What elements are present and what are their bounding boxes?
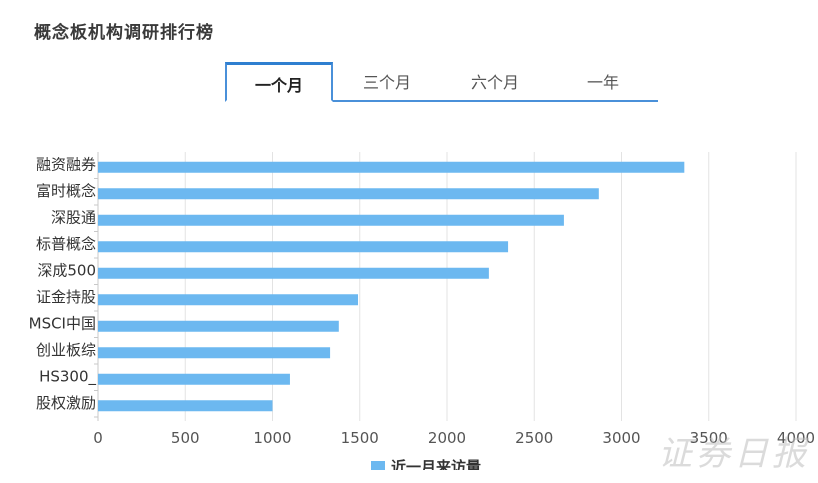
bar [98,241,509,253]
x-tick-label: 3000 [602,429,640,447]
tab-one-year[interactable]: 一年 [586,73,619,92]
x-tick-label: 1500 [341,429,379,447]
x-tick-label: 3500 [690,429,728,447]
category-label: MSCI中国 [29,314,96,332]
tab-six-months[interactable]: 六个月 [470,73,519,92]
bar [98,161,685,173]
category-label: 融资融券 [36,155,96,173]
bar [98,188,599,200]
x-tick-label: 2000 [428,429,466,447]
bar [98,267,489,279]
x-tick-label: 1000 [253,429,291,447]
bar-chart: 0 500 1000 1500 2000 2500 3000 3500 4000 融资融券富时概念… [29,152,815,470]
x-tick-label: 4000 [777,429,815,447]
bar [98,400,273,412]
category-label: 深成500 [37,261,96,279]
tab-one-month[interactable]: 一个月 [225,62,333,102]
bar [98,214,564,226]
bar [98,347,331,359]
category-label: 标普概念 [36,235,96,253]
bar [98,320,339,332]
category-label: 富时概念 [36,182,96,200]
bar [98,373,290,385]
category-label: 证金持股 [36,288,96,306]
x-tick-label: 500 [171,429,200,447]
watermark-logo: 证券日报 [658,434,810,474]
legend-swatch [371,461,385,470]
category-label: 创业板综 [36,341,96,359]
bar [98,294,359,306]
period-tabs: 一个月 三个月 六个月 一年 [225,62,658,102]
tab-three-months[interactable]: 三个月 [362,73,411,92]
legend-label: 近一月来访量 [391,458,481,470]
category-label: 股权激励 [36,394,96,412]
category-label: HS300_ [39,367,96,386]
x-tick-label: 2500 [515,429,553,447]
category-label: 深股通 [51,208,96,226]
x-tick-label: 0 [93,429,103,447]
chart-title: 概念板机构调研排行榜 [34,23,214,43]
